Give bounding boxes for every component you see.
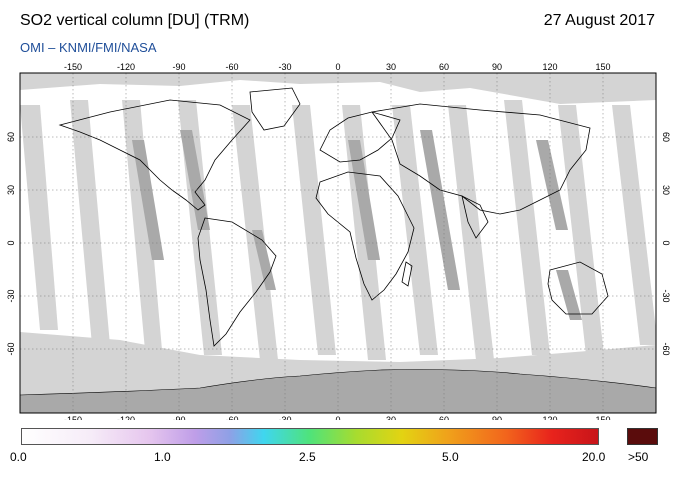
lon-tick-label: 90 bbox=[492, 62, 502, 72]
lat-tick-label: 60 bbox=[661, 132, 671, 142]
lon-ticks-top: -150 -120 -90 -60 -30 0 30 60 90 120 150 bbox=[64, 62, 611, 72]
lat-tick-label: -30 bbox=[6, 289, 16, 302]
lon-tick-label: 150 bbox=[595, 415, 610, 420]
colorbar-overflow-swatch bbox=[627, 428, 658, 445]
lat-tick-label: 0 bbox=[6, 240, 16, 245]
map-date: 27 August 2017 bbox=[543, 12, 655, 29]
lon-tick-label: -60 bbox=[225, 415, 238, 420]
lon-tick-label: 0 bbox=[335, 62, 340, 72]
lat-tick-label: -60 bbox=[661, 342, 671, 355]
lon-tick-label: 0 bbox=[335, 415, 340, 420]
lon-tick-label: 30 bbox=[386, 415, 396, 420]
arctic-no-data-region bbox=[20, 73, 656, 104]
lon-tick-label: 60 bbox=[439, 415, 449, 420]
colorbar-label: 1.0 bbox=[154, 450, 171, 464]
europe-outline bbox=[319, 111, 401, 163]
continent-outlines bbox=[58, 87, 609, 347]
lat-tick-label: 0 bbox=[661, 240, 671, 245]
lat-tick-label: 60 bbox=[6, 132, 16, 142]
graticule bbox=[20, 73, 656, 413]
lon-tick-label: -90 bbox=[172, 62, 185, 72]
colorbar-label: 20.0 bbox=[582, 450, 606, 464]
colorbar-label: 0.0 bbox=[10, 450, 27, 464]
greenland-outline bbox=[249, 87, 301, 131]
lat-ticks-left: 60 30 0 -30 -60 bbox=[6, 132, 16, 356]
lon-tick-label: 150 bbox=[595, 62, 610, 72]
madagascar-outline bbox=[401, 261, 413, 287]
lon-tick-label: -90 bbox=[172, 415, 185, 420]
lon-tick-label: -30 bbox=[278, 415, 291, 420]
orbit-overlap-strips bbox=[132, 130, 582, 320]
lat-tick-label: -60 bbox=[6, 342, 16, 355]
lon-tick-label: -30 bbox=[278, 62, 291, 72]
lat-tick-label: -30 bbox=[661, 289, 671, 302]
lon-ticks-bottom: -150 -120 -90 -60 -30 0 30 60 90 120 150 bbox=[64, 415, 611, 420]
world-map: -150 -120 -90 -60 -30 0 30 60 90 120 150… bbox=[6, 62, 671, 420]
australia-outline bbox=[547, 261, 609, 315]
lon-tick-label: 60 bbox=[439, 62, 449, 72]
lon-tick-label: -120 bbox=[117, 415, 135, 420]
map-title: SO2 vertical column [DU] (TRM) bbox=[20, 12, 250, 29]
lat-tick-label: 30 bbox=[6, 185, 16, 195]
africa-outline bbox=[315, 171, 415, 301]
asia-outline bbox=[371, 103, 591, 215]
colorbar-overflow-label: >50 bbox=[628, 450, 649, 464]
colorbar bbox=[21, 428, 599, 445]
data-credit: OMI – KNMI/FMI/NASA bbox=[20, 40, 157, 55]
lon-tick-label: -60 bbox=[225, 62, 238, 72]
lon-tick-label: 30 bbox=[386, 62, 396, 72]
lon-tick-label: 120 bbox=[542, 415, 557, 420]
lon-tick-label: 120 bbox=[542, 62, 557, 72]
lat-ticks-right: 60 30 0 -30 -60 bbox=[661, 132, 671, 356]
lat-tick-label: 30 bbox=[661, 185, 671, 195]
india-outline bbox=[461, 195, 489, 239]
north-america-outline bbox=[58, 99, 251, 211]
map-frame bbox=[19, 72, 657, 414]
south-america-outline bbox=[197, 217, 277, 347]
lon-tick-label: -120 bbox=[117, 62, 135, 72]
lon-tick-label: 90 bbox=[492, 415, 502, 420]
lon-tick-label: -150 bbox=[64, 62, 82, 72]
colorbar-label: 5.0 bbox=[442, 450, 459, 464]
colorbar-label: 2.5 bbox=[299, 450, 316, 464]
lon-tick-label: -150 bbox=[64, 415, 82, 420]
